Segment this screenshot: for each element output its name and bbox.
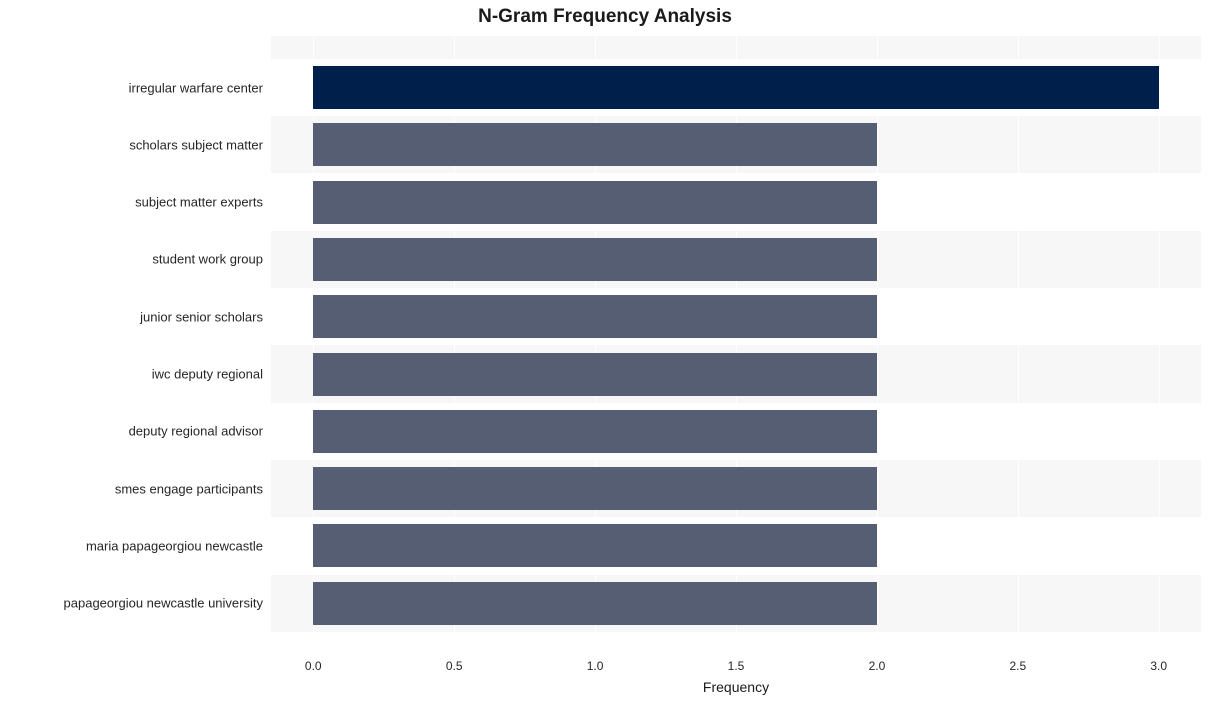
bar <box>313 181 877 224</box>
bar <box>313 66 1158 109</box>
bar <box>313 524 877 567</box>
chart-title: N-Gram Frequency Analysis <box>0 6 1210 28</box>
bar <box>313 467 877 510</box>
bar <box>313 410 877 453</box>
bar <box>313 123 877 166</box>
x-gridline <box>877 36 878 653</box>
y-tick-label: scholars subject matter <box>129 137 271 152</box>
x-axis-title: Frequency <box>271 679 1201 695</box>
x-gridline <box>1159 36 1160 653</box>
bar <box>313 582 877 625</box>
x-tick-label: 1.0 <box>587 659 604 673</box>
y-tick-label: subject matter experts <box>135 195 271 210</box>
x-tick-label: 0.0 <box>305 659 322 673</box>
plot-area: 0.00.51.01.52.02.53.0irregular warfare c… <box>271 36 1201 653</box>
x-tick-label: 2.0 <box>869 659 886 673</box>
bar <box>313 238 877 281</box>
x-tick-label: 0.5 <box>446 659 463 673</box>
y-tick-label: papageorgiou newcastle university <box>64 596 271 611</box>
x-tick-label: 2.5 <box>1009 659 1026 673</box>
y-tick-label: irregular warfare center <box>129 80 271 95</box>
y-tick-label: iwc deputy regional <box>152 367 271 382</box>
ngram-frequency-chart: N-Gram Frequency Analysis 0.00.51.01.52.… <box>0 0 1210 701</box>
x-tick-label: 3.0 <box>1150 659 1167 673</box>
y-tick-label: deputy regional advisor <box>129 424 271 439</box>
y-tick-label: junior senior scholars <box>140 309 271 324</box>
bar <box>313 295 877 338</box>
bar <box>313 353 877 396</box>
y-tick-label: maria papageorgiou newcastle <box>86 538 271 553</box>
y-tick-label: smes engage participants <box>115 481 271 496</box>
x-gridline <box>1018 36 1019 653</box>
x-tick-label: 1.5 <box>728 659 745 673</box>
y-tick-label: student work group <box>152 252 271 267</box>
